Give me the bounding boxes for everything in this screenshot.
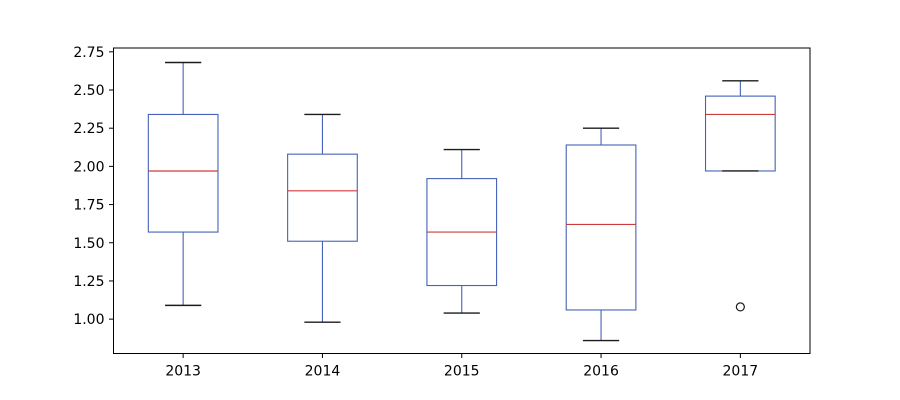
- y-tick-label: 2.75: [73, 45, 104, 61]
- y-tick-label: 2.25: [73, 121, 104, 137]
- x-tick-label: 2013: [165, 364, 201, 380]
- x-tick-label: 2014: [305, 364, 341, 380]
- x-tick-label: 2017: [723, 364, 759, 380]
- box-2013: [147, 113, 219, 233]
- y-tick-label: 2.00: [73, 159, 104, 175]
- box-2014: [287, 153, 358, 242]
- x-tick-label: 2016: [583, 364, 619, 380]
- y-tick-label: 1.25: [73, 274, 104, 290]
- flier-2017: [735, 302, 745, 312]
- box-2016: [565, 144, 637, 311]
- y-tick-label: 1.50: [73, 236, 104, 252]
- y-tick-label: 1.75: [73, 198, 104, 214]
- x-tick-label: 2015: [444, 364, 480, 380]
- y-tick-label: 1.00: [73, 312, 104, 328]
- y-tick-label: 2.50: [73, 83, 104, 99]
